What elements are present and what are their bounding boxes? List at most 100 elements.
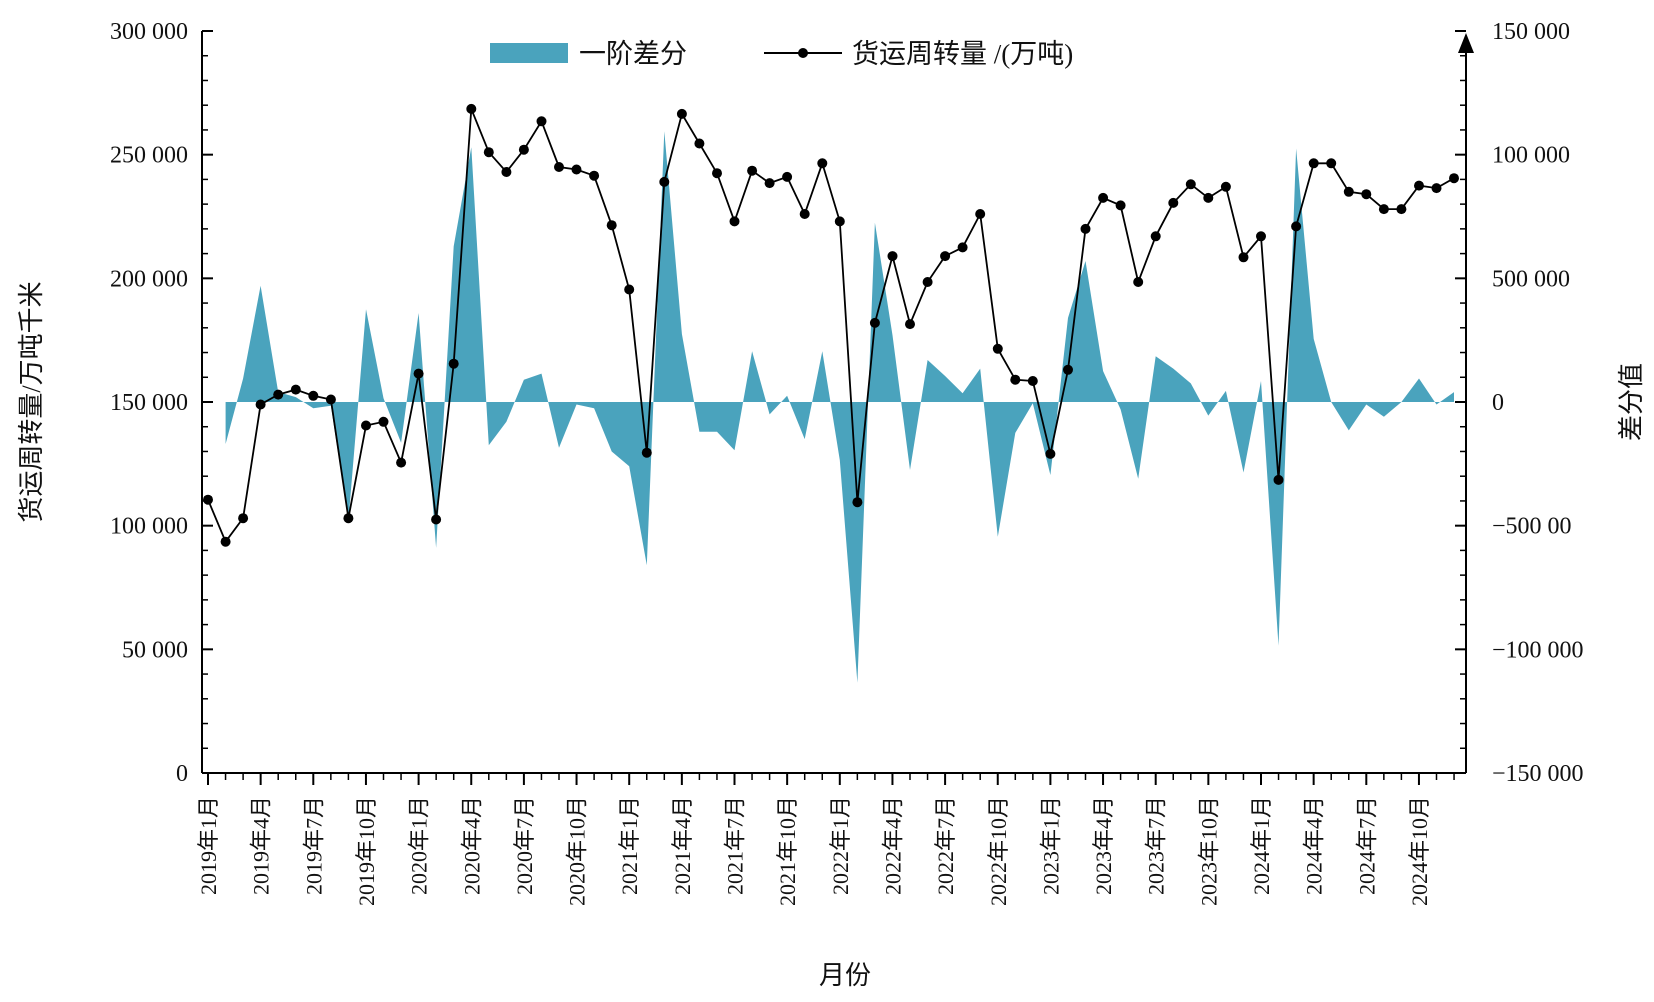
diff-area	[225, 131, 1455, 683]
right-tick-label: −500 00	[1492, 514, 1572, 540]
freight-point	[396, 457, 407, 468]
right-tick-label: 100 000	[1492, 143, 1570, 169]
freight-point	[799, 209, 810, 219]
freight-point	[834, 216, 845, 227]
freight-point	[1361, 189, 1372, 200]
left-tick-label: 250 000	[110, 143, 188, 169]
left-tick-label: 0	[176, 761, 188, 787]
freight-point	[1185, 179, 1196, 190]
freight-point	[940, 251, 951, 262]
freight-point	[975, 209, 986, 219]
freight-point	[518, 144, 529, 155]
freight-point	[1203, 192, 1214, 203]
freight-point	[1010, 374, 1021, 385]
x-tick-label: 2021年1月	[617, 796, 642, 895]
left-tick-label: 300 000	[110, 19, 188, 45]
left-tick-label: 50 000	[122, 637, 188, 663]
freight-point	[641, 447, 652, 458]
freight-point	[1449, 173, 1459, 184]
freight-point	[448, 358, 459, 369]
freight-point	[887, 251, 898, 262]
right-tick-label: 150 000	[1492, 19, 1570, 45]
freight-point	[413, 368, 424, 379]
freight-point	[1343, 186, 1354, 197]
freight-point	[712, 168, 722, 179]
x-tick-label: 2021年7月	[723, 796, 748, 895]
freight-point	[747, 165, 758, 176]
freight-point	[782, 171, 793, 182]
left-tick-label: 150 000	[110, 390, 188, 416]
x-tick-label: 2019年10月	[354, 796, 379, 906]
freight-point	[1291, 221, 1302, 232]
freight-point	[501, 167, 512, 177]
freight-point	[325, 394, 336, 405]
freight-point	[1115, 200, 1126, 211]
right-axis-arrow	[1458, 33, 1474, 53]
x-tick-label: 2022年1月	[828, 796, 853, 895]
freight-point	[1168, 197, 1179, 208]
freight-point	[1273, 474, 1284, 485]
x-tick-label: 2019年7月	[301, 796, 326, 895]
freight-point	[1098, 192, 1109, 203]
freight-point	[729, 216, 740, 227]
freight-line	[207, 108, 1455, 544]
freight-point	[255, 399, 266, 410]
freight-point	[957, 242, 968, 253]
freight-point	[1326, 158, 1337, 169]
freight-point	[1256, 231, 1266, 242]
legend-line-label: 货运周转量 /(万吨)	[852, 39, 1073, 69]
x-tick-label: 2020年10月	[565, 796, 590, 906]
legend-area-label: 一阶差分	[579, 39, 687, 69]
right-axis-title: 差分值	[1617, 363, 1646, 441]
freight-point	[203, 494, 213, 505]
freight-point	[554, 162, 564, 172]
axis-labels: 0 50 000 100 000 150 000 200 000 250 000 300 0…	[17, 19, 1646, 990]
x-tick-label: 2024年7月	[1354, 796, 1379, 895]
left-axis-title: 货运周转量/万吨千米	[17, 281, 46, 522]
x-tick-label: 2021年10月	[775, 796, 800, 906]
freight-point	[431, 514, 442, 525]
freight-point	[659, 176, 670, 187]
freight-point	[694, 138, 705, 149]
x-tick-label: 2024年1月	[1249, 796, 1274, 895]
freight-point	[869, 317, 880, 328]
freight-point	[606, 220, 617, 231]
freight-point	[922, 277, 933, 287]
legend: 一阶差分 货运周转量 /(万吨)	[490, 39, 1073, 69]
freight-point	[220, 536, 231, 547]
freight-point	[308, 390, 319, 401]
x-tick-label: 2020年7月	[512, 796, 537, 895]
freight-point	[378, 416, 389, 427]
freight-point	[1378, 204, 1389, 215]
freight-points	[203, 103, 1459, 547]
legend-area-swatch	[490, 43, 568, 63]
x-tick-label: 2024年10月	[1407, 796, 1432, 906]
freight-point	[343, 513, 354, 524]
freight-point	[992, 343, 1003, 354]
x-axis-title: 月份	[819, 961, 871, 990]
freight-point	[852, 497, 863, 508]
freight-point	[1431, 183, 1442, 194]
x-tick-label: 2023年7月	[1144, 796, 1169, 895]
right-tick-label: −100 000	[1492, 637, 1584, 663]
x-tick-label: 2021年4月	[670, 796, 695, 895]
freight-point	[905, 319, 915, 330]
freight-point	[589, 170, 600, 181]
x-tick-label: 2023年4月	[1091, 796, 1116, 895]
axes	[201, 30, 1474, 785]
freight-point	[1238, 252, 1249, 263]
freight-point	[817, 158, 828, 169]
left-tick-label: 200 000	[110, 266, 188, 292]
x-tick-label: 2019年4月	[249, 796, 274, 895]
x-tick-label: 2020年1月	[407, 796, 432, 895]
freight-point	[624, 284, 635, 295]
x-tick-label: 2023年1月	[1038, 796, 1063, 895]
x-tick-label: 2024年4月	[1302, 796, 1327, 895]
right-tick-label: −150 000	[1492, 761, 1584, 787]
freight-point	[1063, 364, 1073, 375]
freight-point	[273, 389, 284, 400]
x-tick-label: 2019年1月	[196, 796, 221, 895]
freight-point	[536, 116, 547, 127]
